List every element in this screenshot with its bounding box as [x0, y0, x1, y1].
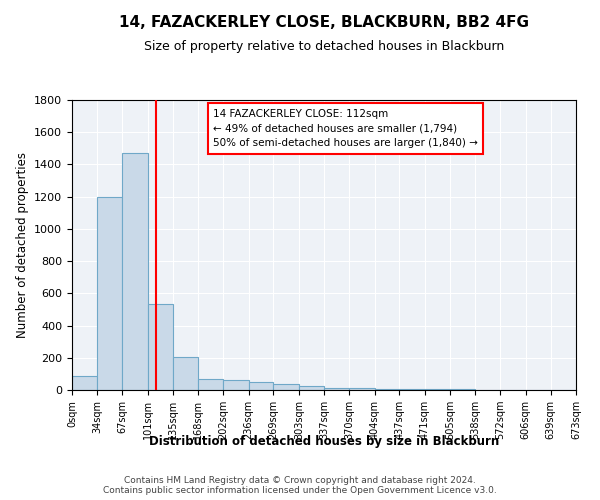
Bar: [72, 376, 97, 390]
Text: 14 FAZACKERLEY CLOSE: 112sqm
← 49% of detached houses are smaller (1,794)
50% of: 14 FAZACKERLEY CLOSE: 112sqm ← 49% of de…: [213, 108, 478, 148]
Bar: [97, 196, 122, 390]
Text: Distribution of detached houses by size in Blackburn: Distribution of detached houses by size …: [149, 435, 499, 448]
Bar: [148, 304, 173, 390]
Bar: [399, 389, 425, 390]
Bar: [325, 388, 349, 390]
Bar: [299, 386, 325, 390]
Bar: [173, 357, 198, 390]
Text: Size of property relative to detached houses in Blackburn: Size of property relative to detached ho…: [144, 40, 504, 53]
Y-axis label: Number of detached properties: Number of detached properties: [16, 152, 29, 338]
Bar: [425, 389, 450, 390]
Bar: [198, 378, 223, 390]
Text: Contains HM Land Registry data © Crown copyright and database right 2024.
Contai: Contains HM Land Registry data © Crown c…: [103, 476, 497, 495]
Text: 14, FAZACKERLEY CLOSE, BLACKBURN, BB2 4FG: 14, FAZACKERLEY CLOSE, BLACKBURN, BB2 4F…: [119, 15, 529, 30]
Bar: [249, 382, 274, 390]
Bar: [450, 389, 475, 390]
Bar: [274, 384, 299, 390]
Bar: [349, 388, 374, 390]
Bar: [122, 153, 148, 390]
Bar: [374, 388, 399, 390]
Bar: [223, 380, 249, 390]
